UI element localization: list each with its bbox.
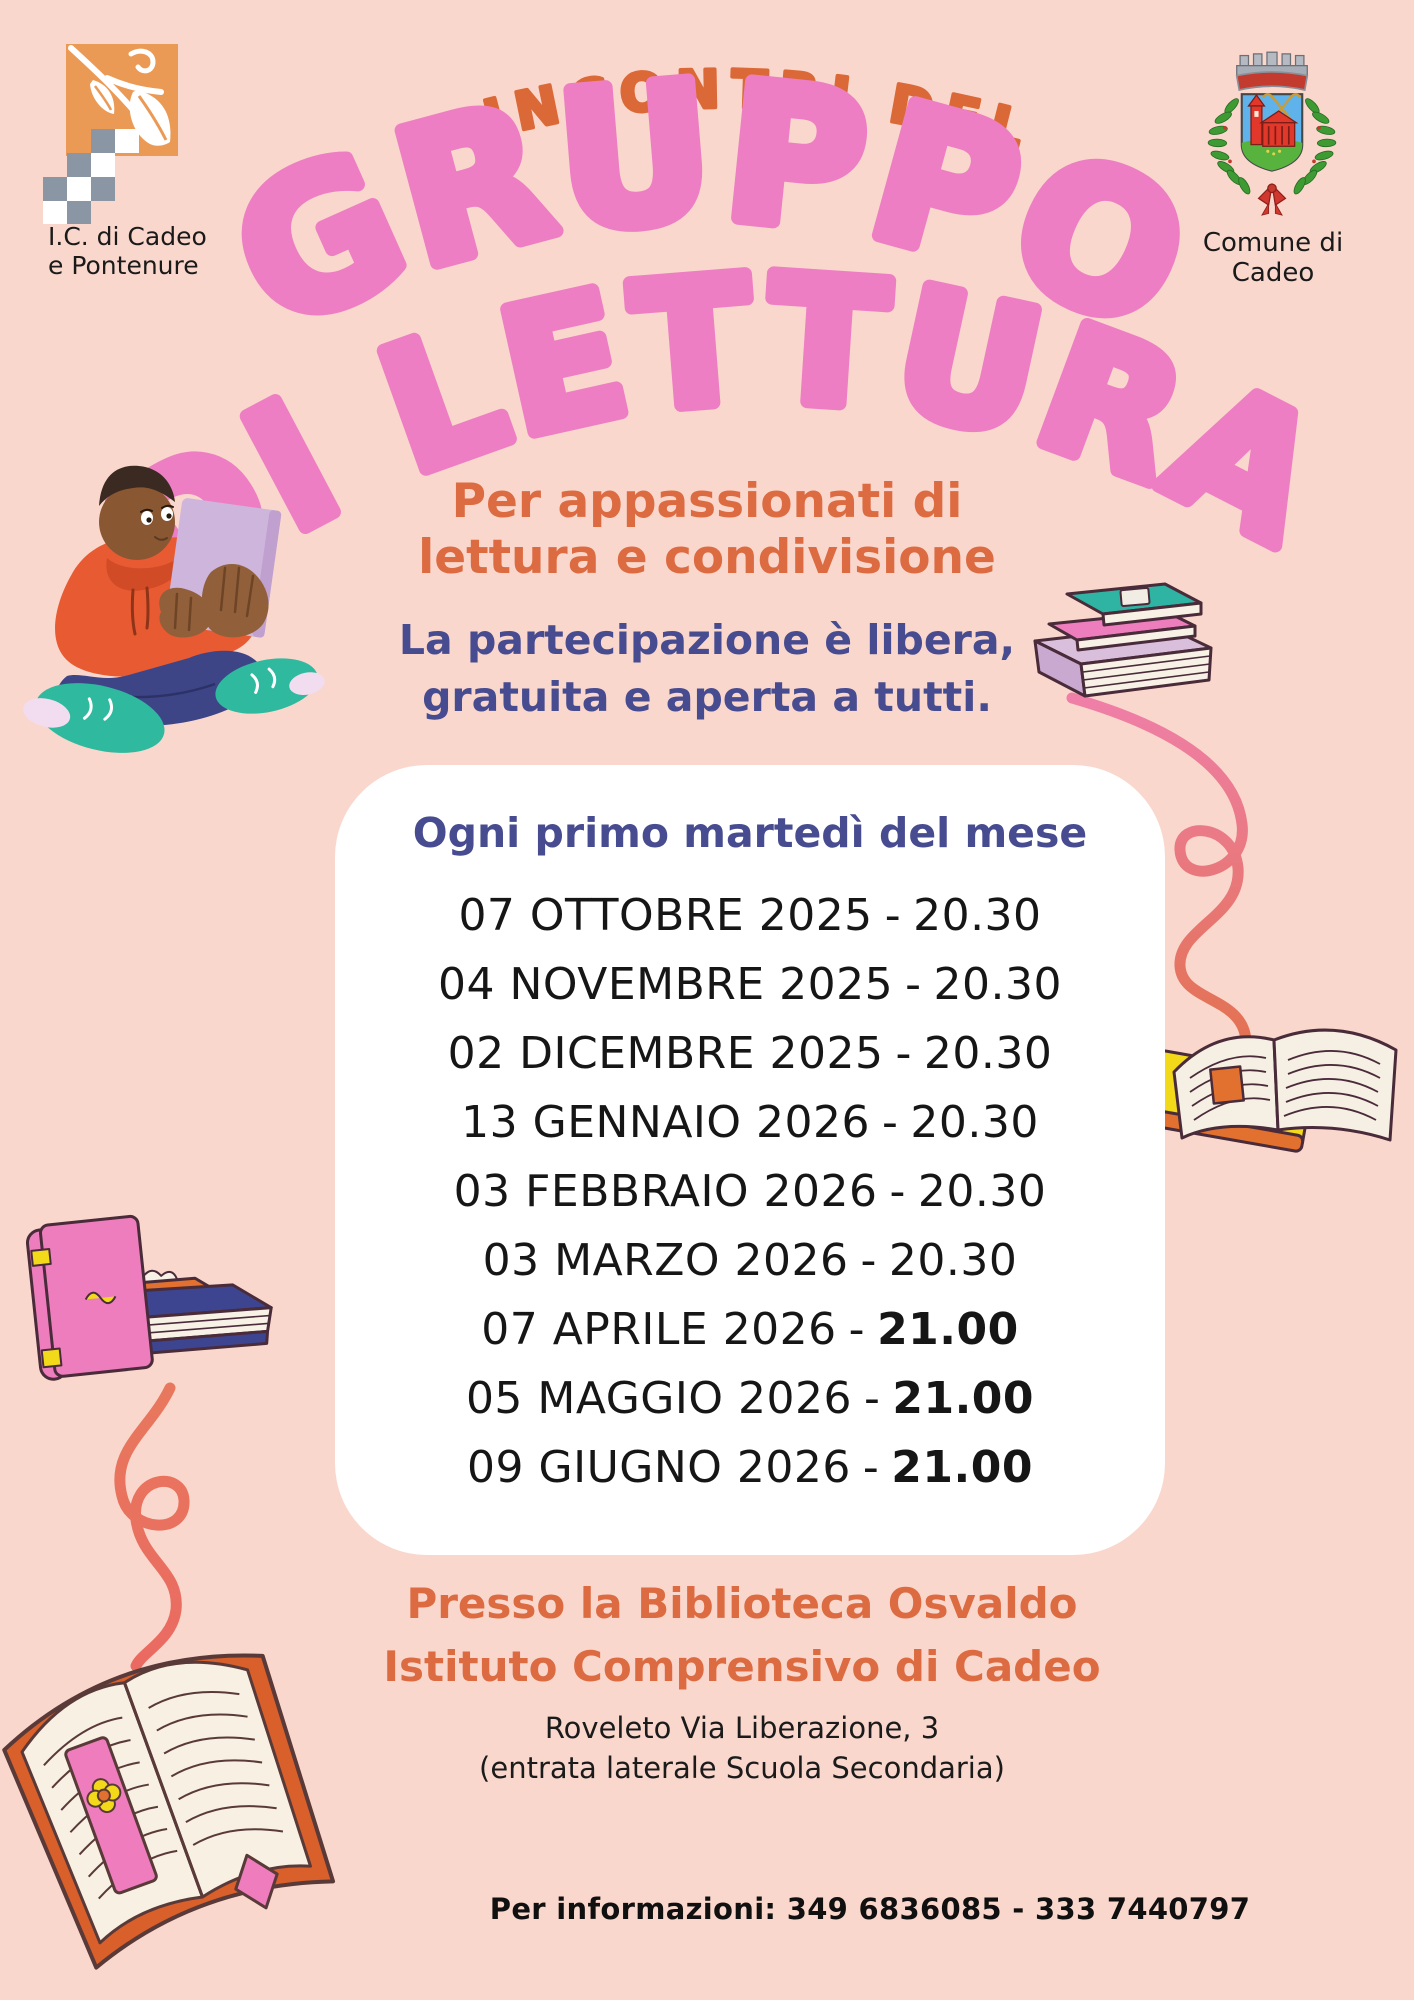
schedule-date: 13 GENNAIO 2026 [461,1097,870,1148]
shield [1240,93,1304,172]
open-book-right-illustration [1150,1008,1414,1186]
subtitle-line2: lettura e condivisione [418,530,996,585]
schedule-time: 21.00 [891,1442,1033,1493]
schedule-separator: - [882,1097,899,1148]
venue-block: Presso la Biblioteca Osvaldo Istituto Co… [292,1572,1192,1698]
schedule-separator: - [860,1235,877,1286]
schedule-time: 20.30 [933,959,1062,1010]
schedule-date: 03 MARZO 2026 [482,1235,849,1286]
schedule-time: 21.00 [892,1373,1035,1424]
address-block: Roveleto Via Liberazione, 3 (entrata lat… [292,1708,1192,1788]
ribbon-bow [1257,183,1287,216]
address-line1: Roveleto Via Liberazione, 3 [544,1711,940,1745]
school-logo-caption: I.C. di Cadeo e Pontenure [48,222,278,280]
schedule-time: 20.30 [913,890,1042,941]
schedule-date: 09 GIUGNO 2026 [467,1442,851,1493]
contact-info: Per informazioni: 349 6836085 - 333 7440… [489,1892,1251,1926]
address-line2: (entrata laterale Scuola Secondaria) [479,1751,1005,1785]
crown [1235,51,1309,92]
schedule-separator: - [862,1442,880,1493]
schedule-header: Ogni primo martedì del mese [412,809,1088,857]
schedule-separator: - [884,890,902,941]
schedule-date: 05 MAGGIO 2026 [465,1373,852,1424]
schedule-row: 07 OTTOBRE 2025-20.30 [335,881,1165,950]
schedule-time: 20.30 [923,1028,1053,1079]
poster-subtitle: Per appassionati di lettura e condivisio… [307,474,1107,586]
schedule-row: 04 NOVEMBRE 2025-20.30 [335,950,1165,1019]
subtitle-line1: Per appassionati di [451,474,963,529]
schedule-date: 07 APRILE 2026 [481,1304,837,1355]
school-logo-icon [43,44,223,224]
schedule-time: 21.00 [877,1304,1019,1355]
note-line1: La partecipazione è libera, [398,616,1016,664]
venue-line1: Presso la Biblioteca Osvaldo [406,1579,1078,1628]
crest-caption-line2: Cadeo [1231,258,1315,288]
school-caption-line2: e Pontenure [48,251,199,280]
checker-pattern [43,129,139,224]
laurel-wreath [1207,98,1337,195]
schedule-row: 09 GIUGNO 2026-21.00 [335,1433,1165,1502]
kicker-arc: INCONTRI DEL [478,60,1040,164]
schedule-row: 02 DICEMBRE 2025-20.30 [335,1019,1165,1088]
book-stack-illustration [1015,556,1235,731]
schedule-date: 03 FEBBRAIO 2026 [453,1166,878,1217]
participation-note: La partecipazione è libera, gratuita e a… [307,612,1107,726]
schedule-card: Ogni primo martedì del mese 07 OTTOBRE 2… [335,765,1165,1555]
schedule-date: 02 DICEMBRE 2025 [447,1028,884,1079]
schedule-time: 20.30 [910,1097,1039,1148]
schedule-separator: - [895,1028,912,1079]
schedule-row: 03 FEBBRAIO 2026-20.30 [335,1157,1165,1226]
schedule-date: 04 NOVEMBRE 2025 [438,959,894,1010]
schedule-row: 05 MAGGIO 2026-21.00 [335,1364,1165,1433]
poster-title-line1: GRUPPO [205,42,1221,377]
crest-caption-line1: Comune di [1202,228,1344,258]
open-book-bottom-illustration [0,1596,360,2000]
venue-line2: Istituto Comprensivo di Cadeo [383,1642,1101,1691]
schedule-separator: - [905,959,922,1010]
schedule-date: 07 OTTOBRE 2025 [458,890,873,941]
schedule-row: 03 MARZO 2026-20.30 [335,1226,1165,1295]
schedule-separator: - [889,1166,906,1217]
book-pair-left-illustration [20,1202,294,1407]
schedule-separator: - [848,1304,866,1355]
municipal-crest-icon [1188,36,1356,228]
schedule-separator: - [863,1373,881,1424]
reading-person-illustration [15,435,335,765]
school-caption-line1: I.C. di Cadeo [48,222,207,251]
schedule-time: 20.30 [888,1235,1018,1286]
crest-caption: Comune di Cadeo [1168,228,1378,288]
schedule-time: 20.30 [917,1166,1047,1217]
schedule-list: 07 OTTOBRE 2025-20.30 04 NOVEMBRE 2025-2… [335,881,1165,1502]
note-line2: gratuita e aperta a tutti. [422,673,992,721]
schedule-row: 13 GENNAIO 2026-20.30 [335,1088,1165,1157]
schedule-row: 07 APRILE 2026-21.00 [335,1295,1165,1364]
